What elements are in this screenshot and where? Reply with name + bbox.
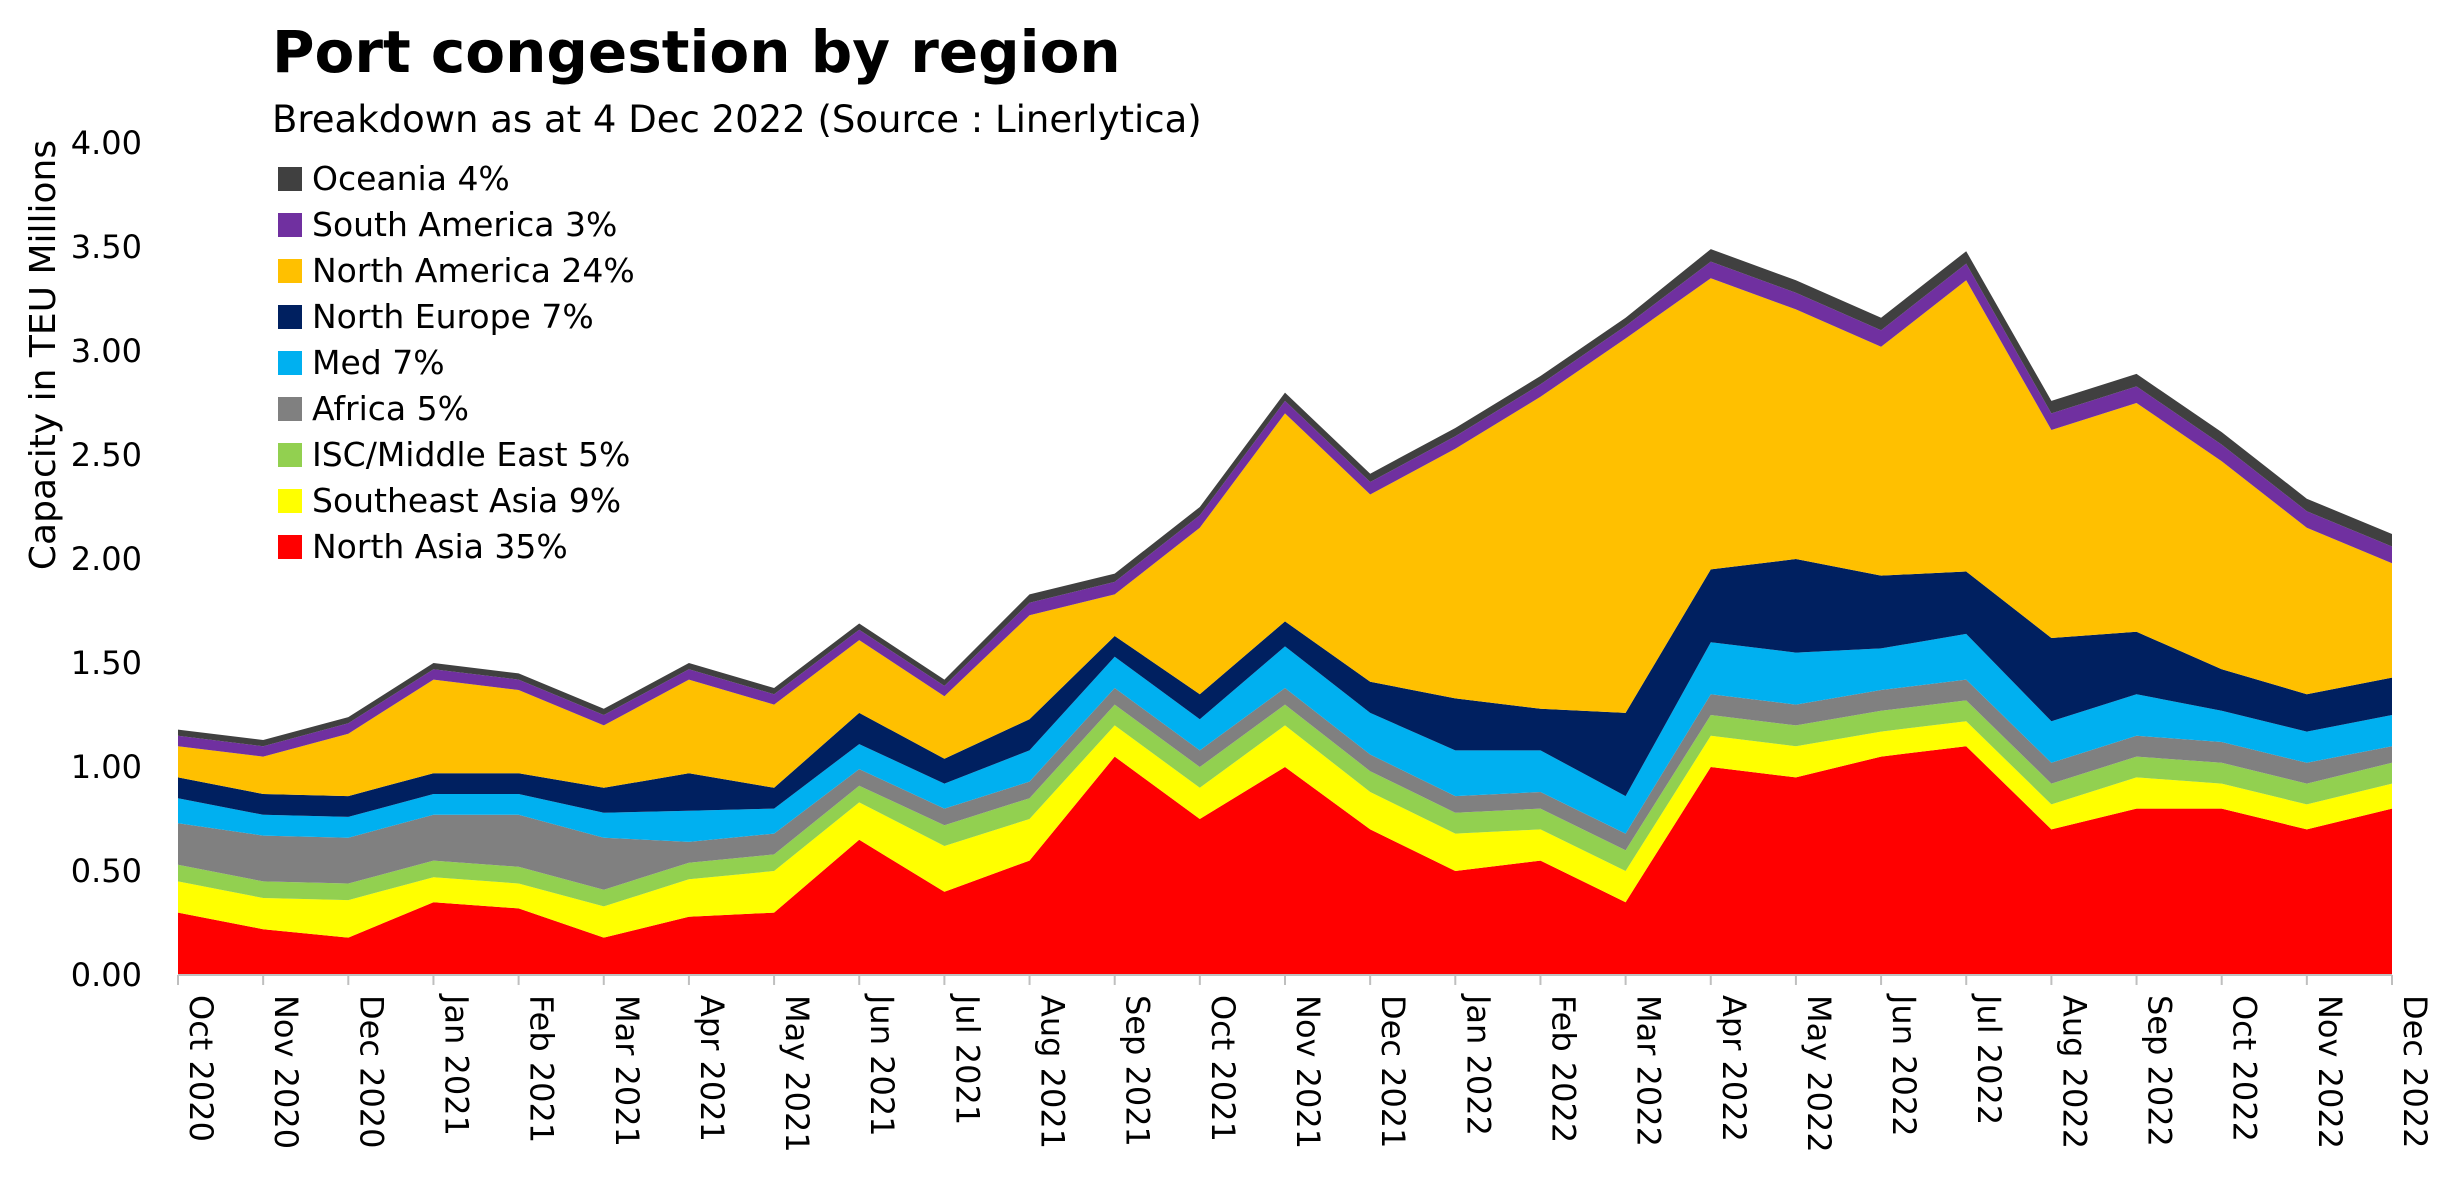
y-tick-label: 0.50: [71, 852, 142, 890]
x-tick-label: Jun 2022: [1885, 993, 1923, 1137]
legend-label: North America 24%: [312, 251, 635, 290]
chart-title: Port congestion by region: [272, 18, 1121, 86]
x-tick-label: Oct 2021: [1204, 995, 1242, 1142]
stacked-areas: [178, 249, 2392, 975]
x-tick-label: May 2022: [1800, 995, 1838, 1153]
x-tick-label: Dec 2022: [2396, 995, 2434, 1149]
area-isc-middle-east-5: [178, 700, 2392, 907]
legend-swatch: [278, 397, 302, 421]
y-axis-label: Capacity in TEU Millions: [23, 140, 64, 570]
x-tick-label: Sep 2022: [2141, 995, 2179, 1147]
legend-swatch: [278, 351, 302, 375]
legend-label: Med 7%: [312, 343, 445, 382]
x-tick-label: Jul 2022: [1970, 993, 2008, 1125]
x-tick-label: Nov 2021: [1289, 995, 1327, 1149]
x-tick-label: Apr 2022: [1715, 995, 1753, 1142]
x-tick-label: Feb 2022: [1544, 995, 1582, 1143]
legend-label: Africa 5%: [312, 389, 469, 428]
legend-label: ISC/Middle East 5%: [312, 435, 630, 474]
y-tick-label: 1.00: [71, 748, 142, 786]
legend-label: South America 3%: [312, 205, 617, 244]
axes: [177, 974, 2393, 985]
y-tick-label: 4.00: [71, 124, 142, 162]
legend-swatch: [278, 259, 302, 283]
x-tick-label: Mar 2021: [608, 995, 646, 1147]
x-tick-label: Aug 2022: [2055, 995, 2093, 1149]
area-med-7: [178, 633, 2392, 842]
x-tick-label: Sep 2021: [1119, 995, 1157, 1147]
x-tick-label: Nov 2022: [2311, 995, 2349, 1149]
y-tick-label: 2.00: [71, 540, 142, 578]
y-tick-label: 0.00: [71, 956, 142, 994]
legend: Oceania 4% South America 3% North America …: [278, 159, 635, 566]
x-tick-label: Apr 2021: [693, 995, 731, 1142]
area-north-europe-7: [178, 559, 2392, 817]
legend-label: Southeast Asia 9%: [312, 481, 621, 520]
chart-subtitle: Breakdown as at 4 Dec 2022 (Source : Lin…: [272, 98, 1202, 141]
x-tick-label: May 2021: [778, 995, 816, 1153]
area-north-america-24: [178, 278, 2392, 797]
y-tick-label: 3.00: [71, 332, 142, 370]
legend-swatch: [278, 443, 302, 467]
area-southeast-asia-9: [178, 721, 2392, 938]
x-tick-label: Oct 2022: [2226, 995, 2264, 1142]
legend-swatch: [278, 213, 302, 237]
area-africa-5: [178, 679, 2392, 890]
legend-swatch: [278, 305, 302, 329]
x-tick-labels: Oct 2020 Nov 2020 Dec 2020 Jan 2021 Feb 2021…: [182, 993, 2434, 1153]
x-tick-label: Jul 2021: [948, 993, 986, 1125]
y-tick-label: 2.50: [71, 436, 142, 474]
x-tick-label: Jun 2021: [863, 993, 901, 1137]
legend-label: North Europe 7%: [312, 297, 594, 336]
legend-label: North Asia 35%: [312, 527, 568, 566]
x-tick-label: Dec 2020: [352, 995, 390, 1149]
legend-swatch: [278, 167, 302, 191]
y-tick-labels: 0.00 0.50 1.00 1.50 2.00 2.50 3.00 3.50 4.00: [71, 124, 142, 994]
legend-swatch: [278, 535, 302, 559]
y-tick-label: 3.50: [71, 228, 142, 266]
x-tick-label: Oct 2020: [182, 995, 220, 1142]
legend-swatch: [278, 489, 302, 513]
y-tick-label: 1.50: [71, 644, 142, 682]
legend-label: Oceania 4%: [312, 159, 510, 198]
x-tick-label: Mar 2022: [1630, 995, 1668, 1147]
x-tick-label: Dec 2021: [1374, 995, 1412, 1149]
x-tick-label: Feb 2021: [523, 995, 561, 1143]
x-tick-label: Jan 2022: [1459, 993, 1497, 1136]
x-tick-label: Aug 2021: [1034, 995, 1072, 1149]
x-tick-label: Jan 2021: [437, 993, 475, 1136]
x-tick-label: Nov 2020: [267, 995, 305, 1149]
area-north-asia-35: [178, 746, 2392, 975]
